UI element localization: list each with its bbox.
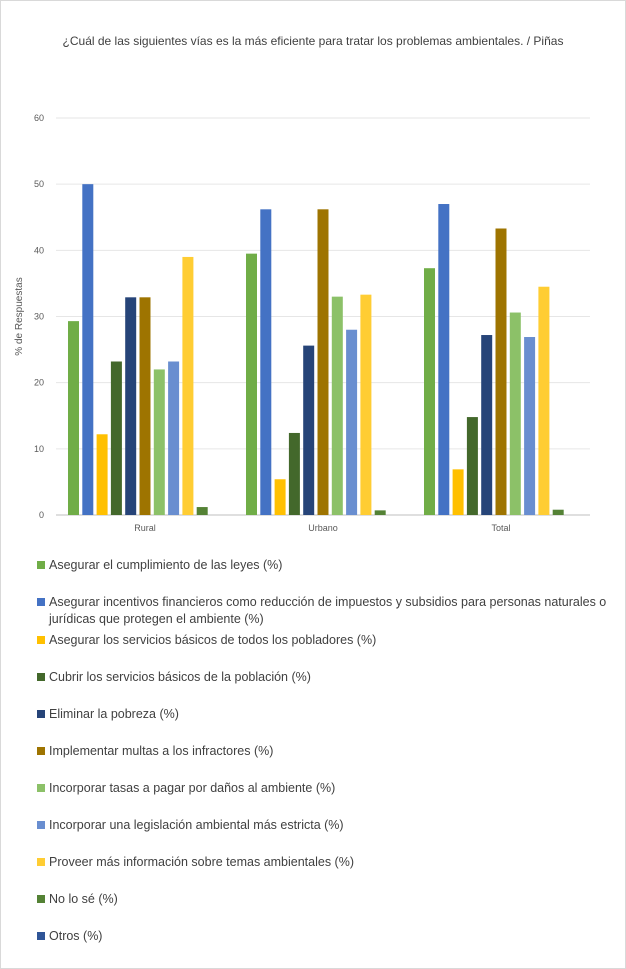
y-tick-label: 50 bbox=[34, 179, 44, 189]
legend-label: Otros (%) bbox=[49, 929, 103, 943]
bar bbox=[246, 253, 257, 515]
chart-title: ¿Cuál de las siguientes vías es la más e… bbox=[62, 34, 564, 48]
legend-label: Cubrir los servicios básicos de la pobla… bbox=[49, 670, 311, 684]
legend-swatch bbox=[37, 784, 45, 792]
bar bbox=[125, 297, 137, 515]
legend-label: Proveer más información sobre temas ambi… bbox=[49, 855, 354, 869]
legend-swatch bbox=[37, 747, 45, 755]
legend-label: Eliminar la pobreza (%) bbox=[49, 707, 179, 721]
legend-swatch bbox=[37, 710, 45, 718]
legend-swatch bbox=[37, 858, 45, 866]
legend-label: Asegurar los servicios básicos de todos … bbox=[49, 633, 377, 647]
bar bbox=[139, 297, 151, 515]
bar bbox=[452, 469, 464, 515]
bar bbox=[110, 361, 122, 515]
bar bbox=[331, 296, 343, 515]
y-tick-label: 60 bbox=[34, 113, 44, 123]
bar bbox=[182, 256, 194, 515]
legend-item: Proveer más información sobre temas ambi… bbox=[37, 854, 622, 871]
legend-label: No lo sé (%) bbox=[49, 892, 118, 906]
legend-swatch bbox=[37, 598, 45, 606]
bar bbox=[538, 286, 550, 515]
legend-swatch bbox=[37, 895, 45, 903]
bar bbox=[82, 184, 94, 515]
y-tick-label: 40 bbox=[34, 245, 44, 255]
bar bbox=[466, 417, 478, 515]
bar bbox=[438, 204, 450, 515]
legend-item: Eliminar la pobreza (%) bbox=[37, 706, 622, 723]
legend-label: Asegurar el cumplimiento de las leyes (%… bbox=[49, 558, 283, 572]
bar bbox=[274, 479, 286, 515]
legend-label: Incorporar una legislación ambiental más… bbox=[49, 818, 344, 832]
x-tick-label: Urbano bbox=[308, 523, 338, 533]
legend-item: Otros (%) bbox=[37, 928, 622, 945]
bar bbox=[509, 312, 521, 515]
legend-item: Incorporar tasas a pagar por daños al am… bbox=[37, 780, 622, 797]
bar bbox=[346, 329, 358, 515]
bar bbox=[153, 369, 165, 515]
bar bbox=[168, 361, 180, 515]
legend-item: Incorporar una legislación ambiental más… bbox=[37, 817, 622, 834]
chart-plot: 0 10 20 30 40 50 60 % de Respuestas Rural Urbano T… bbox=[14, 113, 590, 533]
y-axis-label: % de Respuestas bbox=[14, 277, 25, 355]
legend-swatch bbox=[37, 561, 45, 569]
legend-item: Asegurar incentivos financieros como red… bbox=[37, 594, 622, 628]
legend-swatch bbox=[37, 821, 45, 829]
bar bbox=[374, 510, 386, 515]
legend-item: Implementar multas a los infractores (%) bbox=[37, 743, 622, 760]
bar bbox=[424, 268, 435, 515]
y-tick-label: 30 bbox=[34, 312, 44, 322]
x-tick-label: Rural bbox=[134, 523, 156, 533]
bar bbox=[96, 434, 108, 515]
bar bbox=[303, 345, 315, 515]
bar bbox=[524, 337, 536, 515]
y-tick-label: 20 bbox=[34, 378, 44, 388]
legend-swatch bbox=[37, 932, 45, 940]
legend-swatch bbox=[37, 673, 45, 681]
legend-item: No lo sé (%) bbox=[37, 891, 622, 908]
bar bbox=[317, 209, 329, 515]
bar bbox=[360, 294, 372, 515]
legend-item: Cubrir los servicios básicos de la pobla… bbox=[37, 669, 622, 686]
x-tick-label: Total bbox=[491, 523, 510, 533]
bar bbox=[68, 321, 79, 515]
bar bbox=[288, 432, 300, 515]
legend-item: Asegurar los servicios básicos de todos … bbox=[37, 632, 622, 649]
legend-label: Implementar multas a los infractores (%) bbox=[49, 744, 274, 758]
y-tick-label: 0 bbox=[39, 510, 44, 520]
bar bbox=[481, 335, 493, 515]
legend-swatch bbox=[37, 636, 45, 644]
legend-label: Incorporar tasas a pagar por daños al am… bbox=[49, 781, 336, 795]
bar bbox=[495, 228, 507, 515]
bar bbox=[260, 209, 272, 515]
bar bbox=[196, 507, 208, 515]
legend-item: Asegurar el cumplimiento de las leyes (%… bbox=[37, 557, 622, 574]
chart-legend: Asegurar el cumplimiento de las leyes (%… bbox=[37, 557, 622, 965]
y-tick-label: 10 bbox=[34, 444, 44, 454]
legend-label: Asegurar incentivos financieros como red… bbox=[49, 595, 607, 626]
bar bbox=[552, 509, 564, 515]
